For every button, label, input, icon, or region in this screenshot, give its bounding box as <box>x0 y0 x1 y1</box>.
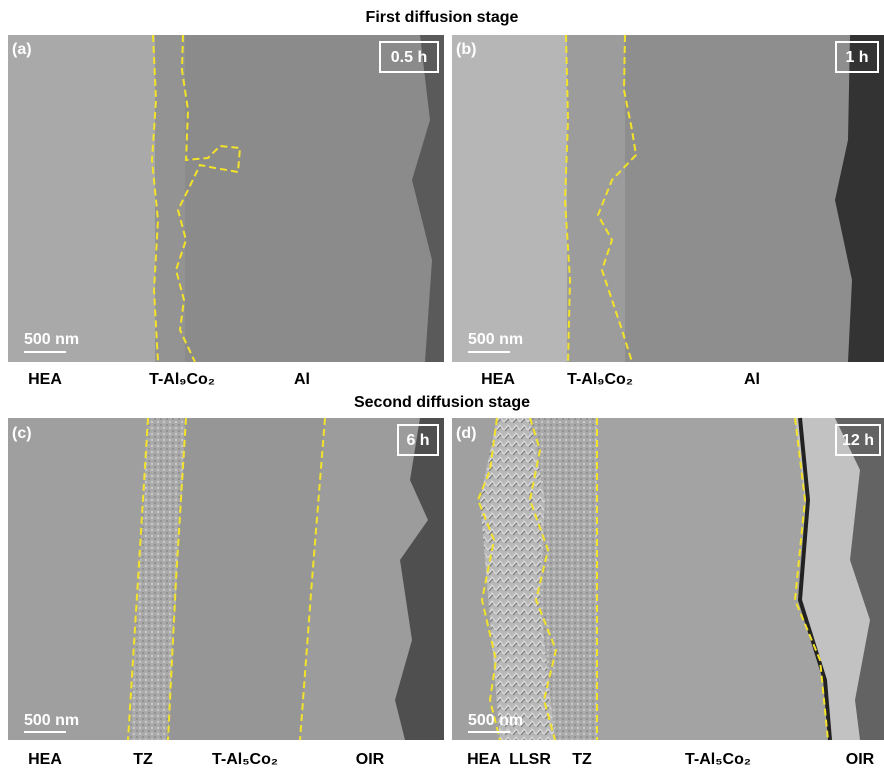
region-label: Al <box>294 371 310 388</box>
region-label: TZ <box>133 751 153 768</box>
region-label: Al <box>744 371 760 388</box>
panel-label: (b) <box>456 41 476 58</box>
stage-title: First diffusion stage <box>366 9 519 26</box>
region-label: T-Al₉Co₂ <box>567 371 633 388</box>
region-label: HEA <box>467 751 501 768</box>
sem-panel <box>452 417 884 741</box>
region-label: LLSR <box>509 751 551 768</box>
sem-panel <box>8 34 444 363</box>
panel-label: (d) <box>456 425 476 442</box>
region-label: T-Al₉Co₂ <box>149 371 215 388</box>
panel-label: (a) <box>12 41 32 58</box>
time-label: 6 h <box>406 432 429 449</box>
region-label: OIR <box>356 751 385 768</box>
stage-title: Second diffusion stage <box>354 394 530 411</box>
region-label: T-Al₅Co₂ <box>212 751 278 768</box>
scale-bar-label: 500 nm <box>24 712 79 729</box>
scale-bar-label: 500 nm <box>468 331 523 348</box>
time-label: 1 h <box>845 49 868 66</box>
region-label: HEA <box>481 371 515 388</box>
region-label: TZ <box>572 751 592 768</box>
panel-label: (c) <box>12 425 32 442</box>
region-label: HEA <box>28 751 62 768</box>
time-label: 12 h <box>842 432 874 449</box>
region-label: HEA <box>28 371 62 388</box>
scale-bar-label: 500 nm <box>24 331 79 348</box>
sem-panel <box>8 417 444 741</box>
time-label: 0.5 h <box>391 49 427 66</box>
sem-panel <box>452 34 884 363</box>
region-label: T-Al₅Co₂ <box>685 751 751 768</box>
region-label: OIR <box>846 751 875 768</box>
scale-bar-label: 500 nm <box>468 712 523 729</box>
